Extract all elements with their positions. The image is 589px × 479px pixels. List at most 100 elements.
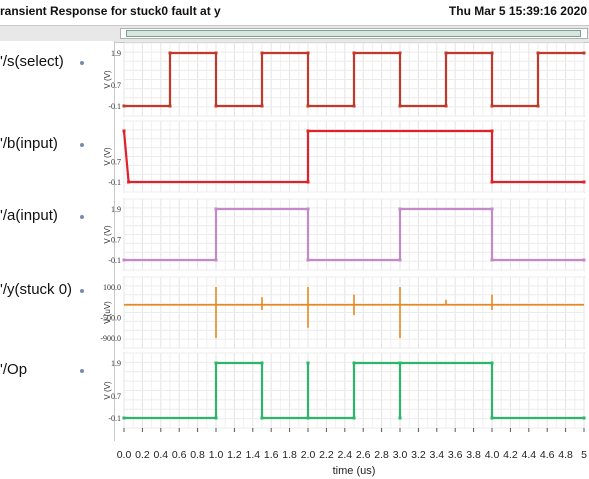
waveform-point	[306, 258, 310, 262]
waveform-point	[352, 104, 356, 108]
waveform-point	[260, 104, 264, 108]
x-tick-label: 5	[581, 449, 587, 461]
waveform-point	[490, 104, 494, 108]
y-tick-label: -500.0	[100, 314, 121, 323]
x-tick-label: 0.2	[135, 449, 150, 461]
x-tick-label: 3.4	[429, 449, 444, 461]
waveform-point	[122, 416, 126, 420]
x-tick-label: 0.0	[117, 449, 132, 461]
waveform-point	[260, 51, 264, 55]
signal-label-b[interactable]: '/b(input)	[0, 135, 58, 152]
waveform-point	[398, 361, 402, 365]
waveform-point	[306, 129, 310, 133]
x-tick-label: 2.6	[356, 449, 371, 461]
timestamp: Thu Mar 5 15:39:16 2020	[448, 4, 587, 18]
waveform-point	[490, 51, 494, 55]
x-tick-label: 1.0	[209, 449, 224, 461]
waveform-point	[490, 258, 494, 262]
x-tick-label: 4.8	[558, 449, 573, 461]
waveform-point	[306, 361, 310, 365]
y-tick-label: 0.7	[111, 81, 121, 90]
waveform-point	[214, 361, 218, 365]
waveform-point	[490, 207, 494, 211]
x-tick-label: 3.0	[393, 449, 408, 461]
waveform-point	[260, 361, 264, 365]
signal-label-y[interactable]: '/y(stuck 0)	[0, 281, 73, 298]
waveform-point	[536, 51, 540, 55]
x-tick-label: 4.0	[485, 449, 500, 461]
y-axis-label: V (V)	[103, 70, 112, 89]
signal-label-op[interactable]: '/Op	[0, 361, 28, 378]
y-tick-label: 1.9	[111, 205, 121, 214]
waveform-point	[168, 104, 172, 108]
signal-marker-icon	[80, 369, 84, 373]
signal-label-a[interactable]: '/a(input)	[0, 207, 58, 224]
waveform-point	[398, 207, 402, 211]
y-axis-label: V (V)	[103, 225, 112, 244]
waveform-point	[444, 104, 448, 108]
y-axis-label: V (V)	[103, 147, 112, 166]
y-tick-label: -900.0	[100, 334, 121, 343]
x-tick-label: 2.8	[374, 449, 389, 461]
waveform-point	[490, 129, 494, 133]
waveform-point	[444, 51, 448, 55]
scrollbar-thumb[interactable]	[126, 30, 581, 37]
waveform-point	[352, 361, 356, 365]
x-tick-label: 3.2	[411, 449, 426, 461]
y-axis-label: V (V)	[103, 381, 112, 400]
waveform-point	[490, 416, 494, 420]
y-tick-label: -0.1	[108, 102, 121, 111]
x-tick-label: 0.6	[172, 449, 187, 461]
x-tick-label: 2.0	[301, 449, 316, 461]
waveform-point	[306, 416, 310, 420]
waveform-point	[490, 361, 494, 365]
x-tick-label: 2.4	[337, 449, 352, 461]
x-tick-label: 2.2	[319, 449, 334, 461]
waveform-point	[398, 51, 402, 55]
waveform-point	[214, 416, 218, 420]
y-tick-label: -0.1	[108, 414, 121, 423]
x-tick-label: 1.2	[227, 449, 242, 461]
x-tick-label: 0.4	[153, 449, 168, 461]
waveform-4	[124, 361, 584, 420]
y-tick-label: 0.7	[111, 236, 121, 245]
waveform-point	[306, 51, 310, 55]
signal-label-select[interactable]: '/s(select)	[0, 53, 64, 70]
waveform-point	[122, 129, 126, 133]
x-tick-label: 0.8	[190, 449, 205, 461]
signal-marker-icon	[80, 143, 84, 147]
signal-marker-icon	[80, 215, 84, 219]
waveform-point	[214, 51, 218, 55]
x-tick-label: 4.6	[540, 449, 555, 461]
x-tick-label: 1.6	[264, 449, 279, 461]
y-tick-label: -0.1	[108, 178, 121, 187]
waveform-point	[536, 104, 540, 108]
y-tick-label: -0.1	[108, 256, 121, 265]
y-axis-label: V (uV)	[103, 301, 112, 324]
waveform-point	[168, 51, 172, 55]
waveform-point	[306, 180, 310, 184]
waveform-point	[398, 416, 402, 420]
x-tick-label: 1.8	[282, 449, 297, 461]
x-axis-label: time (us)	[333, 465, 376, 477]
y-tick-label: 1.9	[111, 49, 121, 58]
waveform-point	[352, 51, 356, 55]
waveform-point	[582, 258, 586, 262]
x-tick-label: 4.2	[503, 449, 518, 461]
waveform-point	[582, 180, 586, 184]
waveform-point	[260, 416, 264, 420]
waveform-2	[124, 207, 584, 262]
x-tick-label: 4.4	[521, 449, 536, 461]
waveform-point	[214, 207, 218, 211]
waveform-0	[124, 51, 584, 108]
signal-marker-icon	[80, 289, 84, 293]
signal-list: '/s(select) '/b(input) '/a(input) '/y(st…	[0, 41, 115, 441]
waveform-point	[122, 258, 126, 262]
signal-marker-icon	[80, 61, 84, 65]
waveform-point	[214, 258, 218, 262]
waveform-point	[306, 207, 310, 211]
waveform-point	[582, 416, 586, 420]
waveform-point	[398, 258, 402, 262]
waveform-point	[306, 104, 310, 108]
